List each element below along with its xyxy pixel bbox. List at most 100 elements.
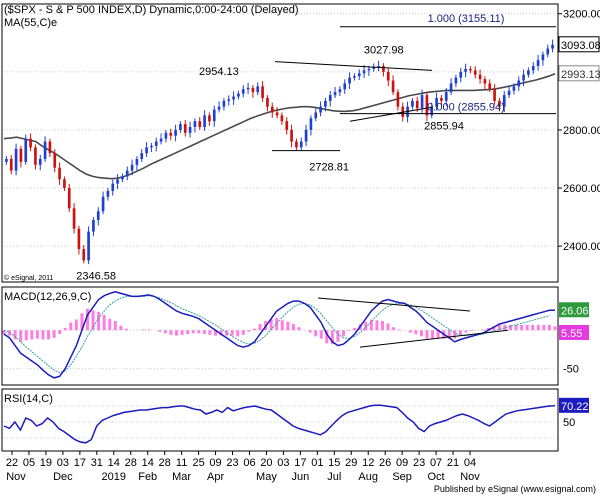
ma-last-label: 2993.13983 — [561, 69, 600, 81]
last-price-tag — [558, 36, 600, 53]
candle-body — [169, 132, 173, 136]
price-annotation: 0.000 (2855.94) — [427, 102, 505, 114]
macd-line — [3, 291, 556, 379]
candle-body — [319, 106, 322, 113]
price-annotation: 2954.13 — [199, 66, 239, 78]
macd-tick-label: -50 — [563, 364, 579, 376]
candle-body — [164, 132, 168, 139]
candle-body — [198, 121, 202, 128]
candle-body — [440, 97, 443, 101]
x-tick-label: 07 — [430, 457, 442, 469]
macd-last-label: 26.06 — [561, 305, 589, 317]
candle-body — [9, 158, 13, 171]
candle-body — [111, 183, 115, 191]
candle-body — [261, 86, 264, 98]
macd-trendlines — [317, 297, 509, 348]
candle-body — [478, 74, 482, 80]
rsi-last-label: 70.22 — [561, 401, 589, 413]
x-tick-label: 03 — [57, 457, 69, 469]
candle-body — [183, 124, 187, 133]
rsi-tick-label: 50 — [563, 417, 575, 429]
x-tick-label: 29 — [345, 457, 357, 469]
price-annotations: 2954.13 3027.98 2728.81 2346.58 2855.94 1.000… — [76, 13, 556, 283]
candle-body — [333, 92, 337, 96]
candle-body — [546, 48, 550, 55]
candle-body — [444, 92, 448, 101]
candle-body — [38, 158, 42, 165]
candle-body — [241, 89, 245, 94]
x-tick-label: 09 — [396, 457, 408, 469]
candle-body — [29, 138, 32, 148]
trend-top-line — [274, 61, 433, 71]
candle-body — [125, 170, 129, 177]
rsi-panel: 50 70.22 RSI(14,C) — [1, 388, 589, 452]
candle-body — [72, 208, 76, 229]
ma55-line — [3, 73, 556, 180]
candle-body — [159, 138, 163, 142]
x-tick-label: 28 — [159, 457, 171, 469]
candle-body — [454, 77, 458, 84]
candle-body — [348, 77, 351, 84]
ma-title: MA(55,C)e — [4, 17, 57, 29]
candle-body — [290, 129, 293, 142]
candle-body — [324, 100, 327, 107]
candle-body — [338, 89, 342, 93]
x-group-label: Jun — [291, 471, 309, 483]
candle-body — [488, 83, 492, 90]
x-group-label: Jul — [327, 471, 341, 483]
x-tick-label: 17 — [294, 457, 306, 469]
candle-body — [116, 179, 119, 184]
candle-body — [150, 145, 153, 148]
price-tags: 3093.08 2993.13983 — [558, 36, 600, 82]
macd-trend-top — [317, 297, 471, 312]
x-group-label: Dec — [53, 471, 73, 483]
candle-body — [295, 141, 298, 148]
price-title: ($SPX - S & P 500 INDEX,D) Dynamic,0:00-… — [4, 4, 298, 16]
x-tick-label: 22 — [6, 457, 18, 469]
rsi-y-axis: 50 — [563, 417, 575, 429]
candle-body — [435, 97, 438, 107]
candle-body — [82, 249, 86, 261]
candle-body — [208, 115, 211, 122]
macd-panel: 0-50 26.065.55 MACD(12,26,9,C) — [1, 286, 589, 386]
candle-body — [367, 68, 371, 71]
x-group-label: Mar — [172, 471, 191, 483]
candle-body — [541, 54, 545, 61]
candle-body — [203, 115, 206, 128]
x-group-label: Sep — [392, 471, 412, 483]
price-tick-label: 2400.00 — [563, 241, 600, 253]
x-tick-label: 09 — [209, 457, 221, 469]
candle-body — [382, 66, 385, 72]
macd-trend-bottom — [359, 329, 509, 348]
candle-body — [130, 164, 134, 171]
candle-body — [232, 96, 235, 100]
macd-grid — [4, 329, 555, 370]
x-group-label: Nov — [460, 471, 480, 483]
candle-body — [135, 158, 139, 165]
candle-body — [87, 231, 90, 261]
candle-body — [357, 73, 361, 77]
candle-body — [246, 87, 250, 90]
price-annotation: 3027.98 — [364, 45, 404, 57]
last-price-label: 3093.08 — [561, 40, 600, 52]
candle-body — [19, 148, 23, 162]
x-tick-label: 03 — [277, 457, 289, 469]
candle-body — [237, 93, 240, 97]
price-tick-label: 3200.00 — [563, 9, 600, 21]
candle-body — [493, 89, 496, 101]
x-tick-label: 17 — [74, 457, 86, 469]
candle-body — [473, 70, 477, 75]
x-group-label: Apr — [207, 471, 224, 483]
candle-body — [396, 92, 400, 107]
candle-body — [343, 83, 347, 90]
ma55-path — [3, 73, 556, 180]
candle-body — [270, 106, 274, 113]
ma-last-tag — [558, 65, 600, 82]
candle-body — [314, 112, 318, 119]
candle-body — [101, 196, 105, 212]
candle-body — [522, 74, 525, 81]
candle-body — [469, 68, 472, 71]
candle-body — [309, 118, 313, 130]
x-tick-label: 23 — [413, 457, 425, 469]
candle-body — [217, 106, 221, 110]
